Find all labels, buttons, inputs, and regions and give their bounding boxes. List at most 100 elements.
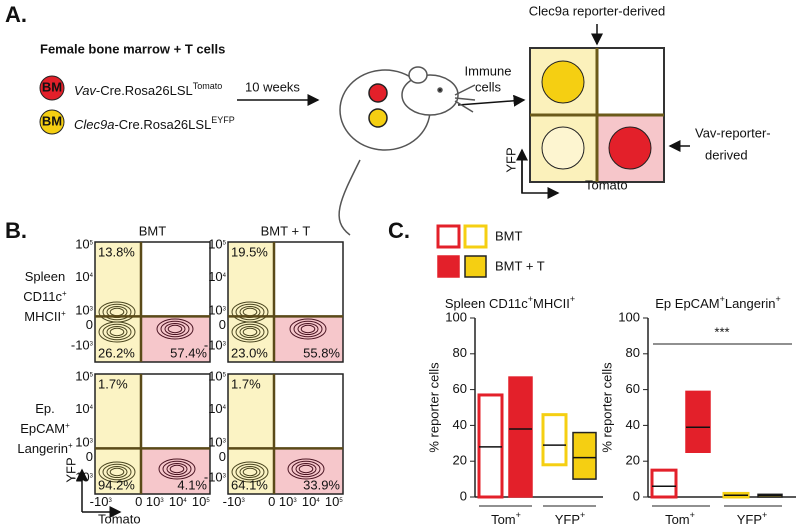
superscript: 3 [90,438,94,444]
superscript: 3 [90,473,94,479]
y-tick-label: -103 [204,338,227,353]
x-tick-label: 103 [146,494,164,509]
superscript: 5 [206,498,210,504]
superscript: 3 [241,498,245,504]
text-part: -10 [90,494,109,509]
contour [239,466,261,478]
gate-percent: 94.2% [98,477,135,492]
gate-percent: 33.9% [303,477,340,492]
immune-label: cells [475,79,502,94]
y-tick-label: 80 [626,345,640,360]
text-part: 10 [75,237,89,252]
x-tick-label: 105 [325,494,343,509]
contour [156,318,194,340]
gate-yfp [228,374,274,494]
contour [297,323,319,335]
chart-title: Spleen CD11c+MHCII+ [445,294,575,311]
immune-label: Immune [465,63,512,78]
panel-label: C. [388,218,410,243]
badge-text: BM [42,113,62,128]
y-tick-label: 103 [208,435,226,450]
text-part: 10 [208,435,222,450]
gate-percent: 64.1% [231,477,268,492]
text-part: Clec9a [74,117,114,132]
arrow [457,94,526,107]
x-tick-label: 0 [135,494,142,509]
superscript: + [61,309,66,318]
chart-title: Ep EpCAM+Langerin+ [655,294,780,311]
contour [109,467,125,477]
superscript: 4 [223,405,227,411]
contour [164,323,186,335]
y-tick-label: 104 [75,269,93,284]
category-label: Tom+ [665,510,695,527]
superscript: 3 [223,306,227,312]
y-tick-label: 40 [626,417,640,432]
contour [102,463,132,481]
text-part: 0 [219,449,226,464]
significance: *** [714,324,729,339]
y-tick-label: 103 [208,303,226,318]
category-label: YFP+ [555,510,586,527]
text-part: Vav [74,83,97,98]
superscript: 3 [223,341,227,347]
y-tick-label: 103 [75,435,93,450]
range-bar [508,376,533,498]
y-tick-label: -103 [204,470,227,485]
y-tick-label: 0 [633,488,640,503]
contour [98,321,136,343]
contour [109,327,125,337]
x-tick-label: 0 [268,494,275,509]
superscript: + [762,510,767,520]
column-header: BMT [139,223,167,238]
panel-label: B. [5,218,27,243]
text-part: Ep EpCAM [655,296,719,311]
contour [289,318,327,340]
axis-label: YFP [63,457,78,482]
superscript: + [516,510,521,520]
contour [235,303,265,321]
text-part: -10 [204,338,223,353]
gate-yfp [95,374,141,494]
x-tick-label: 105 [192,494,210,509]
text-part: 10 [325,494,339,509]
text-part: 10 [208,303,222,318]
superscript: 5 [223,240,227,246]
legend-label: BMT + T [495,258,545,273]
superscript: + [720,294,725,304]
text-part: 10 [75,435,89,450]
y-tick-label: 0 [219,317,226,332]
text-part: 10 [302,494,316,509]
row-label: Langerin+ [17,441,73,457]
superscript: 4 [90,273,94,279]
axis-label: Tomato [98,511,141,526]
y-tick-label: 105 [75,237,93,252]
heading: Female bone marrow + T cells [40,41,225,56]
text-part: CD11c [23,289,62,304]
y-tick-label: 100 [445,309,467,324]
contour [166,463,188,475]
legend-swatch [437,255,460,278]
y-tick-label: 60 [453,381,467,396]
y-tick-label: 60 [626,381,640,396]
gate-percent: 19.5% [231,244,268,259]
gate-tomato [141,448,210,494]
y-tick-label: -103 [71,338,94,353]
contour [287,458,325,480]
superscript: + [775,294,780,304]
contour [298,464,314,474]
text-part: 10 [208,369,222,384]
contour [102,323,132,341]
text-part: 10 [75,369,89,384]
text-part: 0 [86,317,93,332]
note: derived [705,147,748,162]
legend-swatch [463,224,488,249]
legend-swatch [464,255,487,278]
contour [300,324,316,334]
contour [102,303,132,321]
column-header: BMT + T [261,223,311,238]
text-part: -10 [204,470,223,485]
x-tick-label: -103 [90,494,113,509]
text-part: Spleen CD11c [445,296,528,311]
